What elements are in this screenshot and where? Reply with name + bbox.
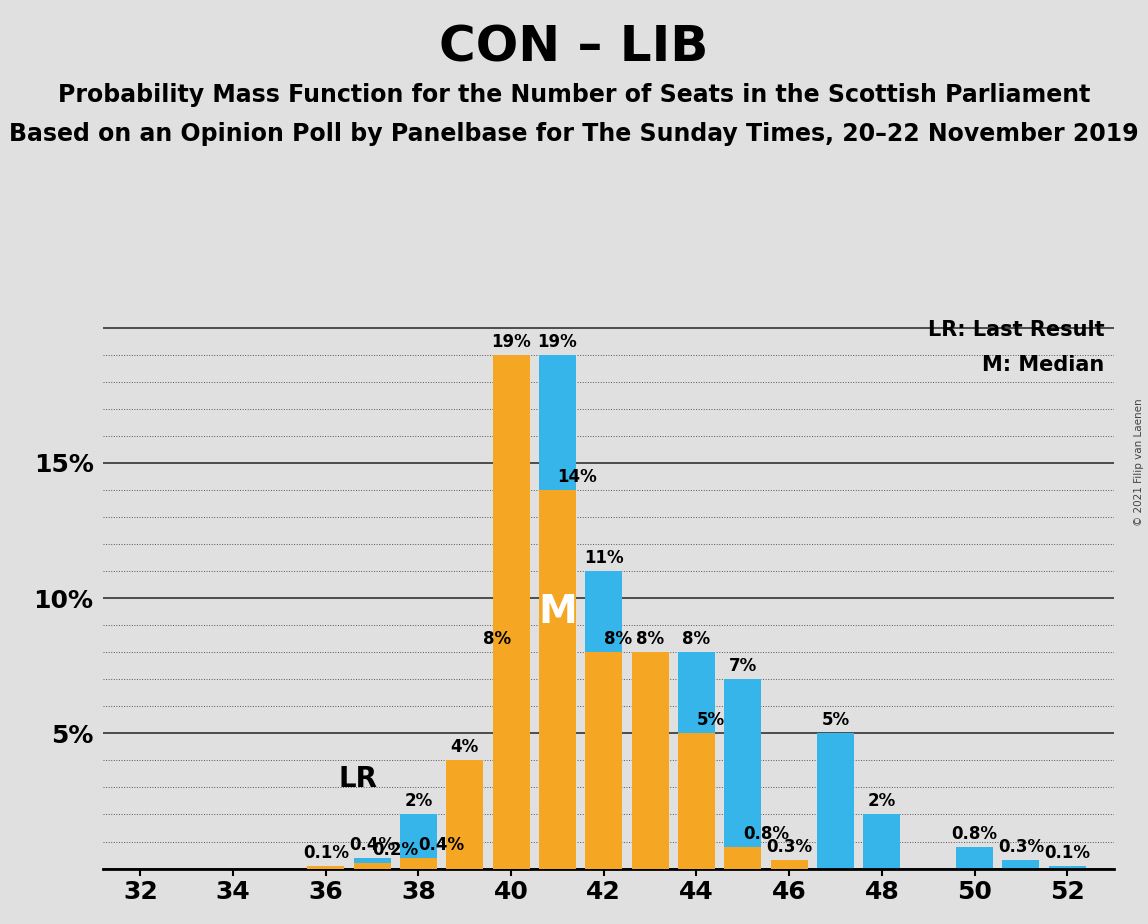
Text: LR: Last Result: LR: Last Result xyxy=(928,320,1104,339)
Text: M: M xyxy=(538,592,576,631)
Text: M: Median: M: Median xyxy=(982,355,1104,375)
Text: 5%: 5% xyxy=(822,711,850,729)
Text: 2%: 2% xyxy=(404,793,433,810)
Text: Probability Mass Function for the Number of Seats in the Scottish Parliament: Probability Mass Function for the Number… xyxy=(57,83,1091,107)
Text: 0.4%: 0.4% xyxy=(418,835,465,854)
Text: 11%: 11% xyxy=(584,549,623,567)
Text: 0.8%: 0.8% xyxy=(743,825,789,843)
Text: 2%: 2% xyxy=(868,793,895,810)
Text: 7%: 7% xyxy=(729,657,757,675)
Bar xyxy=(678,652,715,869)
Bar xyxy=(492,652,529,869)
Text: Based on an Opinion Poll by Panelbase for The Sunday Times, 20–22 November 2019: Based on an Opinion Poll by Panelbase fo… xyxy=(9,122,1139,146)
Bar xyxy=(1048,866,1086,869)
Text: 0.2%: 0.2% xyxy=(372,841,418,859)
Bar xyxy=(492,355,529,869)
Bar xyxy=(1002,860,1039,869)
Bar xyxy=(631,652,668,869)
Text: 0.4%: 0.4% xyxy=(349,835,395,854)
Text: 0.1%: 0.1% xyxy=(303,844,349,862)
Bar xyxy=(354,857,390,869)
Text: 5%: 5% xyxy=(697,711,724,729)
Bar xyxy=(770,860,808,869)
Text: 4%: 4% xyxy=(451,738,479,757)
Bar xyxy=(724,679,761,869)
Bar xyxy=(538,490,576,869)
Text: CON – LIB: CON – LIB xyxy=(440,23,708,71)
Text: 8%: 8% xyxy=(604,630,631,648)
Bar xyxy=(817,734,854,869)
Bar xyxy=(447,760,483,869)
Text: 8%: 8% xyxy=(483,630,511,648)
Bar xyxy=(585,571,622,869)
Text: 19%: 19% xyxy=(491,333,532,351)
Text: 0.1%: 0.1% xyxy=(1045,844,1091,862)
Bar xyxy=(724,847,761,869)
Bar xyxy=(678,734,715,869)
Text: 8%: 8% xyxy=(682,630,711,648)
Text: 0.8%: 0.8% xyxy=(952,825,998,843)
Bar xyxy=(354,863,390,869)
Bar xyxy=(538,355,576,869)
Bar xyxy=(956,847,993,869)
Bar xyxy=(585,652,622,869)
Text: 14%: 14% xyxy=(558,468,597,486)
Bar xyxy=(400,857,437,869)
Bar xyxy=(308,866,344,869)
Text: 8%: 8% xyxy=(636,630,665,648)
Text: 19%: 19% xyxy=(537,333,577,351)
Text: 0.3%: 0.3% xyxy=(766,838,813,857)
Text: LR: LR xyxy=(339,765,378,793)
Text: 0.3%: 0.3% xyxy=(998,838,1044,857)
Bar xyxy=(863,814,900,869)
Bar xyxy=(400,814,437,869)
Text: © 2021 Filip van Laenen: © 2021 Filip van Laenen xyxy=(1134,398,1143,526)
